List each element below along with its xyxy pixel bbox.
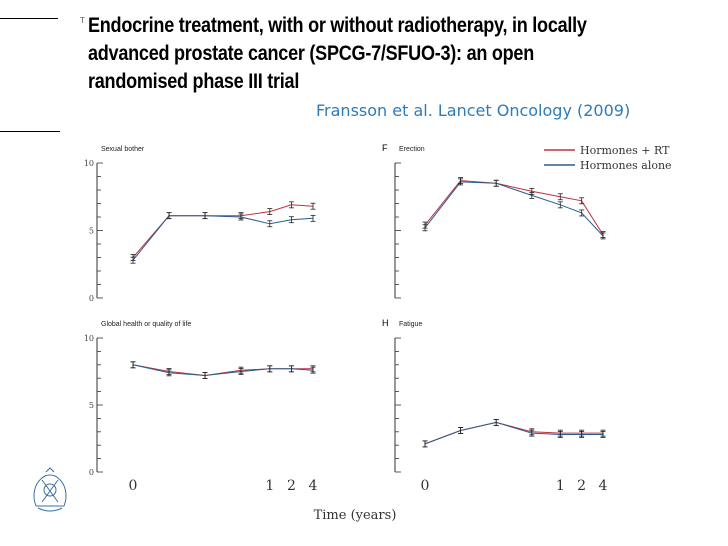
y-tick-label: 5 <box>89 401 94 410</box>
x-tick-label: 1 <box>265 478 274 494</box>
y-tick-label: 0 <box>89 294 94 303</box>
x-tick-label: 1 <box>556 478 565 494</box>
panel-title: Sexual bother <box>101 146 145 153</box>
panel-letter: H <box>382 318 389 328</box>
panel-title: Global health or quality of life <box>101 321 191 328</box>
legend-label: Hormones + RT <box>580 144 670 157</box>
series-line <box>424 421 603 445</box>
series-line <box>132 215 314 261</box>
legend-label: Hormones alone <box>580 159 672 172</box>
y-tick-label: 10 <box>84 334 94 343</box>
y-tick-label: 10 <box>84 159 94 168</box>
y-tick-label: 0 <box>89 468 94 477</box>
series-line <box>424 180 604 235</box>
x-tick-label: 0 <box>129 478 138 494</box>
title-marker: T <box>80 16 85 25</box>
x-tick-label: 4 <box>309 478 318 494</box>
citation: Fransson et al. Lancet Oncology (2009) <box>316 101 631 120</box>
series-line <box>132 204 314 258</box>
y-tick-label: 5 <box>89 227 94 236</box>
x-tick-label: 4 <box>599 478 608 494</box>
slide-title: Endocrine treatment, with or without rad… <box>88 14 587 93</box>
panel-title: Fatigue <box>399 321 422 328</box>
panel-title: Erection <box>399 146 425 153</box>
mid-left-rule <box>0 131 60 132</box>
series-line <box>424 181 604 237</box>
x-tick-label: 2 <box>287 478 296 494</box>
x-tick-label: 0 <box>421 478 430 494</box>
top-left-rule <box>0 18 58 19</box>
university-crest-icon <box>33 467 67 512</box>
panel-letter: F <box>382 143 388 153</box>
x-tick-label: 2 <box>577 478 586 494</box>
x-axis-title: Time (years) <box>314 508 397 523</box>
